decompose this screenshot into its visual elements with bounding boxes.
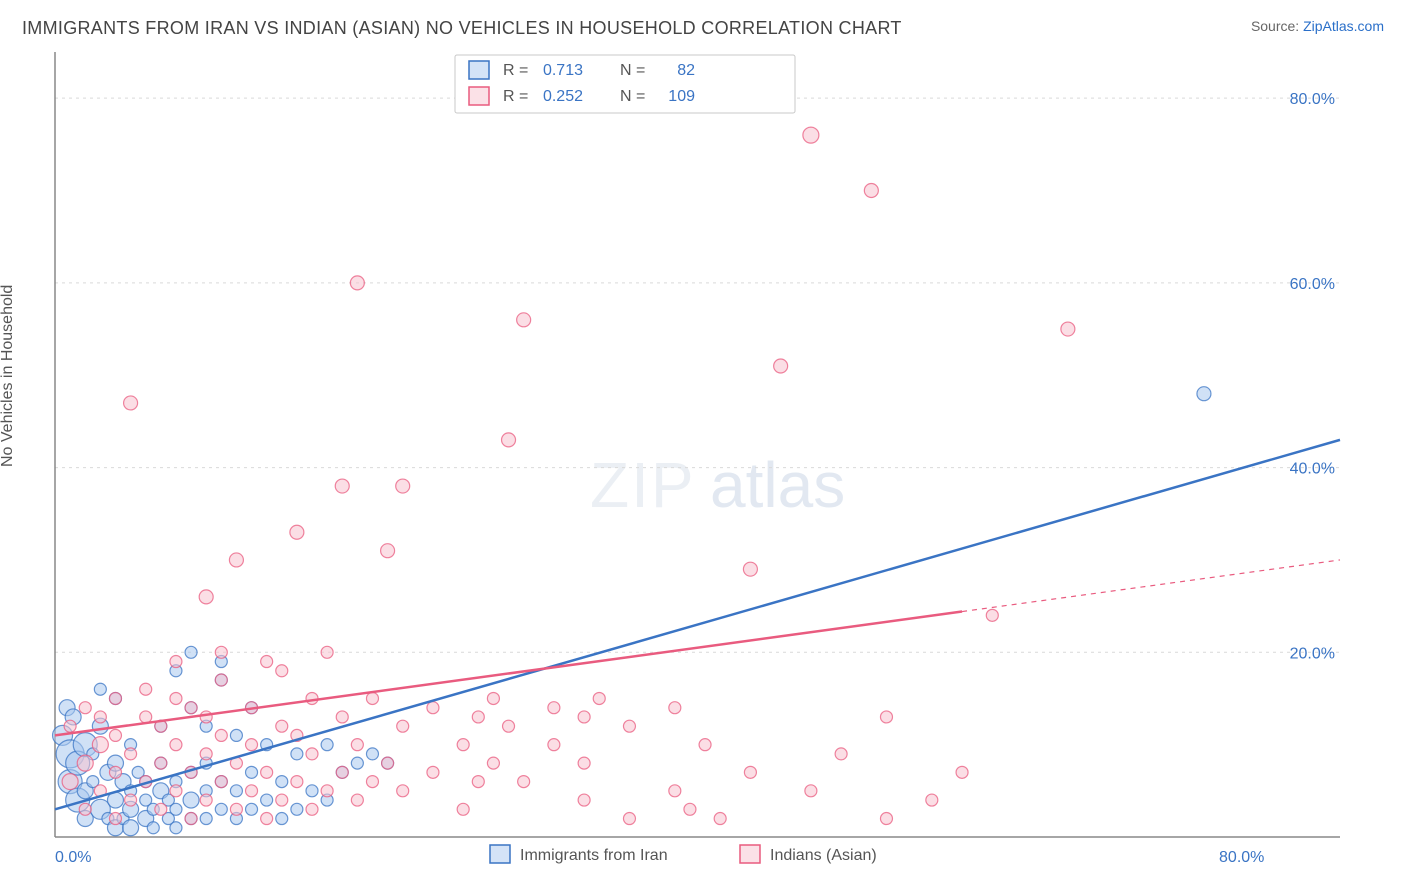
svg-text:82: 82 xyxy=(677,62,695,79)
svg-text:R =: R = xyxy=(503,62,528,79)
scatter-plot: ZIPatlas 20.0% 40.0% 60.0% 80.0% 0.0% 80.0% R =… xyxy=(0,47,1406,887)
header: IMMIGRANTS FROM IRAN VS INDIAN (ASIAN) N… xyxy=(0,0,1406,47)
svg-text:80.0%: 80.0% xyxy=(1290,91,1335,108)
source-label: Source: xyxy=(1251,18,1299,34)
y-axis-label: No Vehicles in Household xyxy=(0,285,17,467)
svg-text:0.0%: 0.0% xyxy=(55,849,91,866)
svg-text:40.0%: 40.0% xyxy=(1290,461,1335,478)
svg-text:N =: N = xyxy=(620,62,645,79)
svg-text:0.713: 0.713 xyxy=(543,62,583,79)
svg-text:N =: N = xyxy=(620,88,645,105)
svg-text:R =: R = xyxy=(503,88,528,105)
svg-text:Immigrants from Iran: Immigrants from Iran xyxy=(520,847,668,864)
svg-text:atlas: atlas xyxy=(710,449,845,521)
svg-text:0.252: 0.252 xyxy=(543,88,583,105)
source-link[interactable]: ZipAtlas.com xyxy=(1303,18,1384,34)
svg-text:60.0%: 60.0% xyxy=(1290,276,1335,293)
svg-text:80.0%: 80.0% xyxy=(1219,849,1264,866)
svg-text:ZIP: ZIP xyxy=(590,449,696,521)
svg-text:20.0%: 20.0% xyxy=(1290,645,1335,662)
source: Source: ZipAtlas.com xyxy=(1251,18,1384,34)
svg-text:109: 109 xyxy=(668,88,695,105)
svg-text:Indians (Asian): Indians (Asian) xyxy=(770,847,877,864)
chart-title: IMMIGRANTS FROM IRAN VS INDIAN (ASIAN) N… xyxy=(22,18,902,39)
chart: No Vehicles in Household ZIPatlas 20.0% 40… xyxy=(0,47,1406,887)
